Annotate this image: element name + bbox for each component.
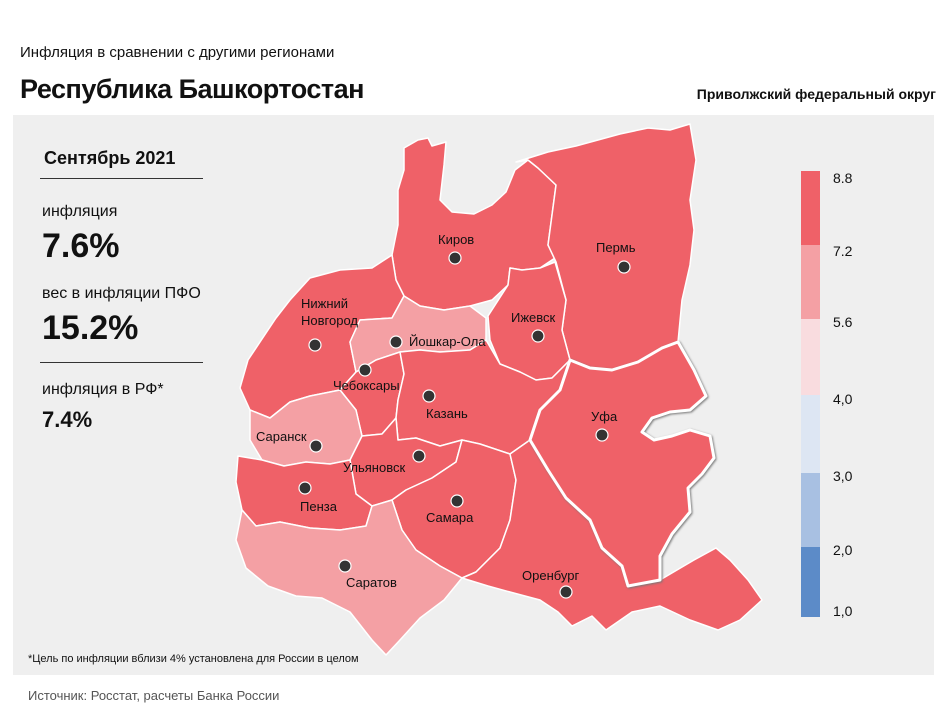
- city-yoshkar-ola: Йошкар-Ола: [389, 334, 486, 349]
- city-label-penza: Пенза: [300, 499, 338, 514]
- city-ufa: Уфа: [591, 409, 618, 442]
- rf-inflation-label: инфляция в РФ*: [42, 381, 164, 398]
- chart-subtitle: Инфляция в сравнении с другими регионами: [20, 44, 335, 61]
- footnote: *Цель по инфляции вблизи 4% установлена …: [28, 653, 359, 665]
- city-kazan: Казань: [422, 389, 468, 421]
- city-saransk: Саранск: [256, 429, 323, 453]
- legend-label-4: 4,0: [833, 391, 853, 407]
- rf-inflation-value: 7.4%: [42, 407, 93, 432]
- legend-swatch-2: [801, 245, 820, 319]
- city-label-orenburg: Оренбург: [522, 568, 579, 583]
- city-label-yoshkar-ola: Йошкар-Ола: [409, 334, 486, 349]
- period-label: Сентябрь 2021: [44, 148, 176, 168]
- city-kirov: Киров: [438, 232, 474, 265]
- city-label-ufa: Уфа: [591, 409, 618, 424]
- inflation-label: инфляция: [42, 203, 118, 220]
- city-saratov: Саратов: [338, 559, 397, 590]
- inflation-value: 7.6%: [42, 227, 120, 265]
- legend-label-3: 5.6: [833, 314, 853, 330]
- divider-top: [40, 178, 203, 179]
- city-label-perm: Пермь: [596, 240, 636, 255]
- city-dot-penza: [298, 481, 312, 495]
- city-dot-ulyanovsk: [412, 449, 426, 463]
- city-penza: Пенза: [298, 481, 338, 514]
- legend-label-5: 3,0: [833, 468, 853, 484]
- legend-label-1: 8.8: [833, 170, 853, 186]
- divider-bottom: [40, 362, 203, 363]
- city-nizhny-novgorod: Нижний Новгород: [301, 296, 358, 352]
- city-dot-nizhny-novgorod: [308, 338, 322, 352]
- district-name: Приволжский федеральный округ: [696, 86, 936, 102]
- city-samara: Самара: [426, 494, 474, 525]
- city-label-ulyanovsk: Ульяновск: [343, 460, 405, 475]
- city-dot-samara: [450, 494, 464, 508]
- legend-swatch-1: [801, 171, 820, 245]
- legend-swatch-5: [801, 473, 820, 547]
- city-cheboksary: Чебоксары: [333, 363, 400, 393]
- source-note: Источник: Росстат, расчеты Банка России: [28, 688, 280, 703]
- city-dot-saransk: [309, 439, 323, 453]
- city-label-nizhny-novgorod-2: Новгород: [301, 313, 358, 328]
- city-dot-cheboksary: [358, 363, 372, 377]
- city-label-saratov: Саратов: [346, 575, 397, 590]
- weight-value: 15.2%: [42, 309, 139, 347]
- city-label-kirov: Киров: [438, 232, 474, 247]
- city-dot-izhevsk: [531, 329, 545, 343]
- city-perm: Пермь: [596, 240, 636, 274]
- city-dot-yoshkar-ola: [389, 335, 403, 349]
- legend-label-2: 7.2: [833, 243, 853, 259]
- city-dot-kazan: [422, 389, 436, 403]
- city-label-nizhny-novgorod-1: Нижний: [301, 296, 348, 311]
- city-orenburg: Оренбург: [522, 568, 579, 599]
- city-dot-ufa: [595, 428, 609, 442]
- city-label-saransk: Саранск: [256, 429, 307, 444]
- legend-swatch-4: [801, 395, 820, 473]
- legend-swatch-6: [801, 547, 820, 617]
- legend-swatch-3: [801, 319, 820, 395]
- region-bashkortostan: [528, 340, 716, 588]
- city-label-cheboksary: Чебоксары: [333, 378, 400, 393]
- city-label-izhevsk: Ижевск: [511, 310, 556, 325]
- city-ulyanovsk: Ульяновск: [343, 449, 426, 475]
- city-dot-orenburg: [559, 585, 573, 599]
- city-dot-perm: [617, 260, 631, 274]
- weight-label: вес в инфляции ПФО: [42, 285, 201, 302]
- legend-label-7: 1,0: [833, 603, 853, 619]
- legend-label-6: 2,0: [833, 542, 853, 558]
- city-label-kazan: Казань: [426, 406, 468, 421]
- region-saratov: [235, 499, 463, 656]
- city-dot-saratov: [338, 559, 352, 573]
- city-izhevsk: Ижевск: [511, 310, 556, 343]
- city-dot-kirov: [448, 251, 462, 265]
- region-title: Республика Башкортостан: [20, 74, 364, 104]
- city-label-samara: Самара: [426, 510, 474, 525]
